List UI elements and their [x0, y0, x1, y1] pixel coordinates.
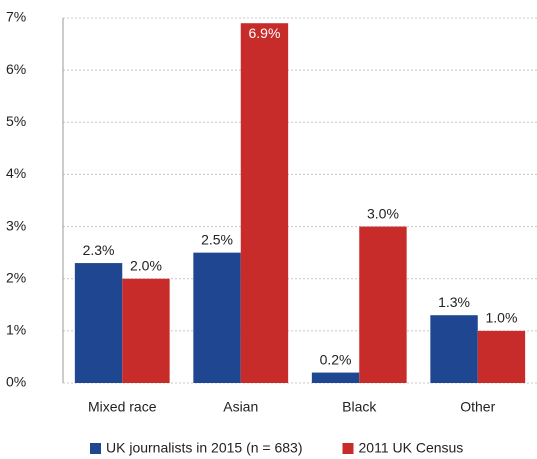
data-label: 2.3% [83, 242, 115, 258]
data-label: 0.2% [320, 351, 352, 367]
data-label: 6.9% [248, 25, 280, 41]
legend-label: UK journalists in 2015 (n = 683) [106, 440, 303, 456]
bar [311, 372, 360, 383]
y-tick-label: 5% [6, 113, 26, 129]
x-tick-label: Asian [223, 399, 258, 415]
legend-swatch [342, 443, 354, 454]
y-tick-label: 1% [6, 322, 26, 338]
y-tick-label: 6% [6, 61, 26, 77]
bar [359, 226, 407, 383]
data-label: 2.5% [201, 231, 233, 247]
data-label: 1.3% [438, 294, 470, 310]
bar [122, 278, 170, 383]
x-tick-label: Mixed race [88, 399, 157, 415]
x-tick-label: Black [342, 399, 377, 415]
legend-swatch [90, 443, 101, 454]
y-tick-label: 7% [6, 9, 26, 25]
x-tick-label: Other [460, 399, 495, 415]
y-tick-label: 3% [6, 217, 26, 233]
bar [477, 330, 526, 383]
data-label: 1.0% [485, 310, 517, 326]
bar [430, 315, 478, 383]
legend-label: 2011 UK Census [359, 440, 464, 456]
y-tick-label: 0% [6, 374, 26, 390]
y-tick-label: 4% [6, 165, 26, 181]
bar [74, 263, 123, 383]
bar [193, 252, 241, 383]
data-label: 2.0% [130, 257, 162, 273]
y-tick-label: 2% [6, 269, 26, 285]
bar [240, 23, 289, 383]
data-label: 3.0% [367, 205, 399, 221]
